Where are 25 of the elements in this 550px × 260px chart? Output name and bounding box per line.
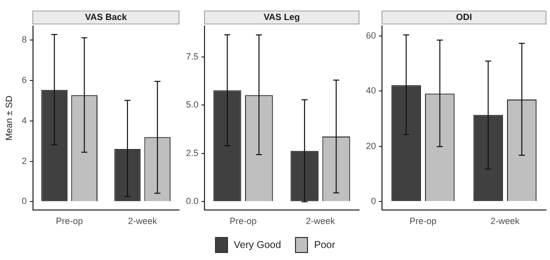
y-axis-title: Mean ± SD xyxy=(4,95,14,141)
x-tick-label: 2-week xyxy=(490,216,520,226)
y-tick-label: 6 xyxy=(22,75,27,86)
y-tick-label: 5.0 xyxy=(186,100,199,110)
legend-label: Very Good xyxy=(234,240,282,250)
x-tick-label: 2-week xyxy=(128,216,158,226)
chart-title: VAS Leg xyxy=(264,12,300,22)
y-tick-label: 8 xyxy=(22,34,27,45)
y-tick-label: 2.5 xyxy=(186,148,199,158)
chart-title: ODI xyxy=(456,12,472,22)
y-tick-label: 40 xyxy=(366,86,376,96)
x-tick-label: Pre-op xyxy=(230,216,257,226)
x-tick-label: 2-week xyxy=(306,216,336,226)
y-tick-label: 0.0 xyxy=(186,196,199,206)
y-tick-label: 4 xyxy=(22,115,27,126)
x-tick-label: Pre-op xyxy=(56,216,83,226)
y-tick-label: 0 xyxy=(22,196,27,206)
y-tick-label: 0 xyxy=(370,196,376,206)
chart-title: VAS Back xyxy=(84,12,128,22)
legend-label: Poor xyxy=(314,240,336,250)
y-tick-label: 20 xyxy=(366,140,376,151)
y-tick-label: 60 xyxy=(366,30,376,40)
y-tick-label: 2 xyxy=(22,156,27,166)
x-tick-label: Pre-op xyxy=(410,216,437,226)
y-tick-label: 7.5 xyxy=(186,51,199,62)
